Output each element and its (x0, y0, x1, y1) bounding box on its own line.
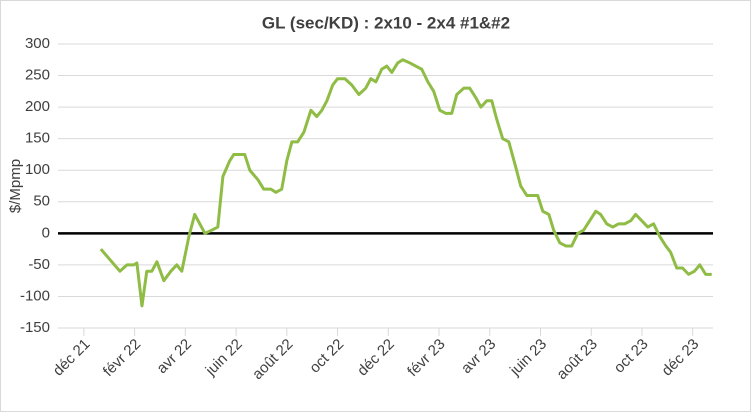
y-tick-label: -50 (28, 256, 50, 273)
y-tick-label: 0 (42, 224, 50, 241)
chart-title: GL (sec/KD) : 2x10 - 2x4 #1&#2 (262, 13, 510, 32)
y-tick-label: 150 (25, 130, 50, 147)
y-tick-label: 100 (25, 161, 50, 178)
y-axis-label: $/Mpmp (7, 159, 24, 213)
data-line (99, 58, 712, 308)
y-tick-label: -100 (20, 287, 50, 304)
y-tick-label: 50 (33, 193, 50, 210)
y-tick-label: 300 (25, 35, 50, 52)
y-tick-label: 200 (25, 98, 50, 115)
y-tick-label: -150 (20, 319, 50, 336)
y-tick-label: 250 (25, 67, 50, 84)
